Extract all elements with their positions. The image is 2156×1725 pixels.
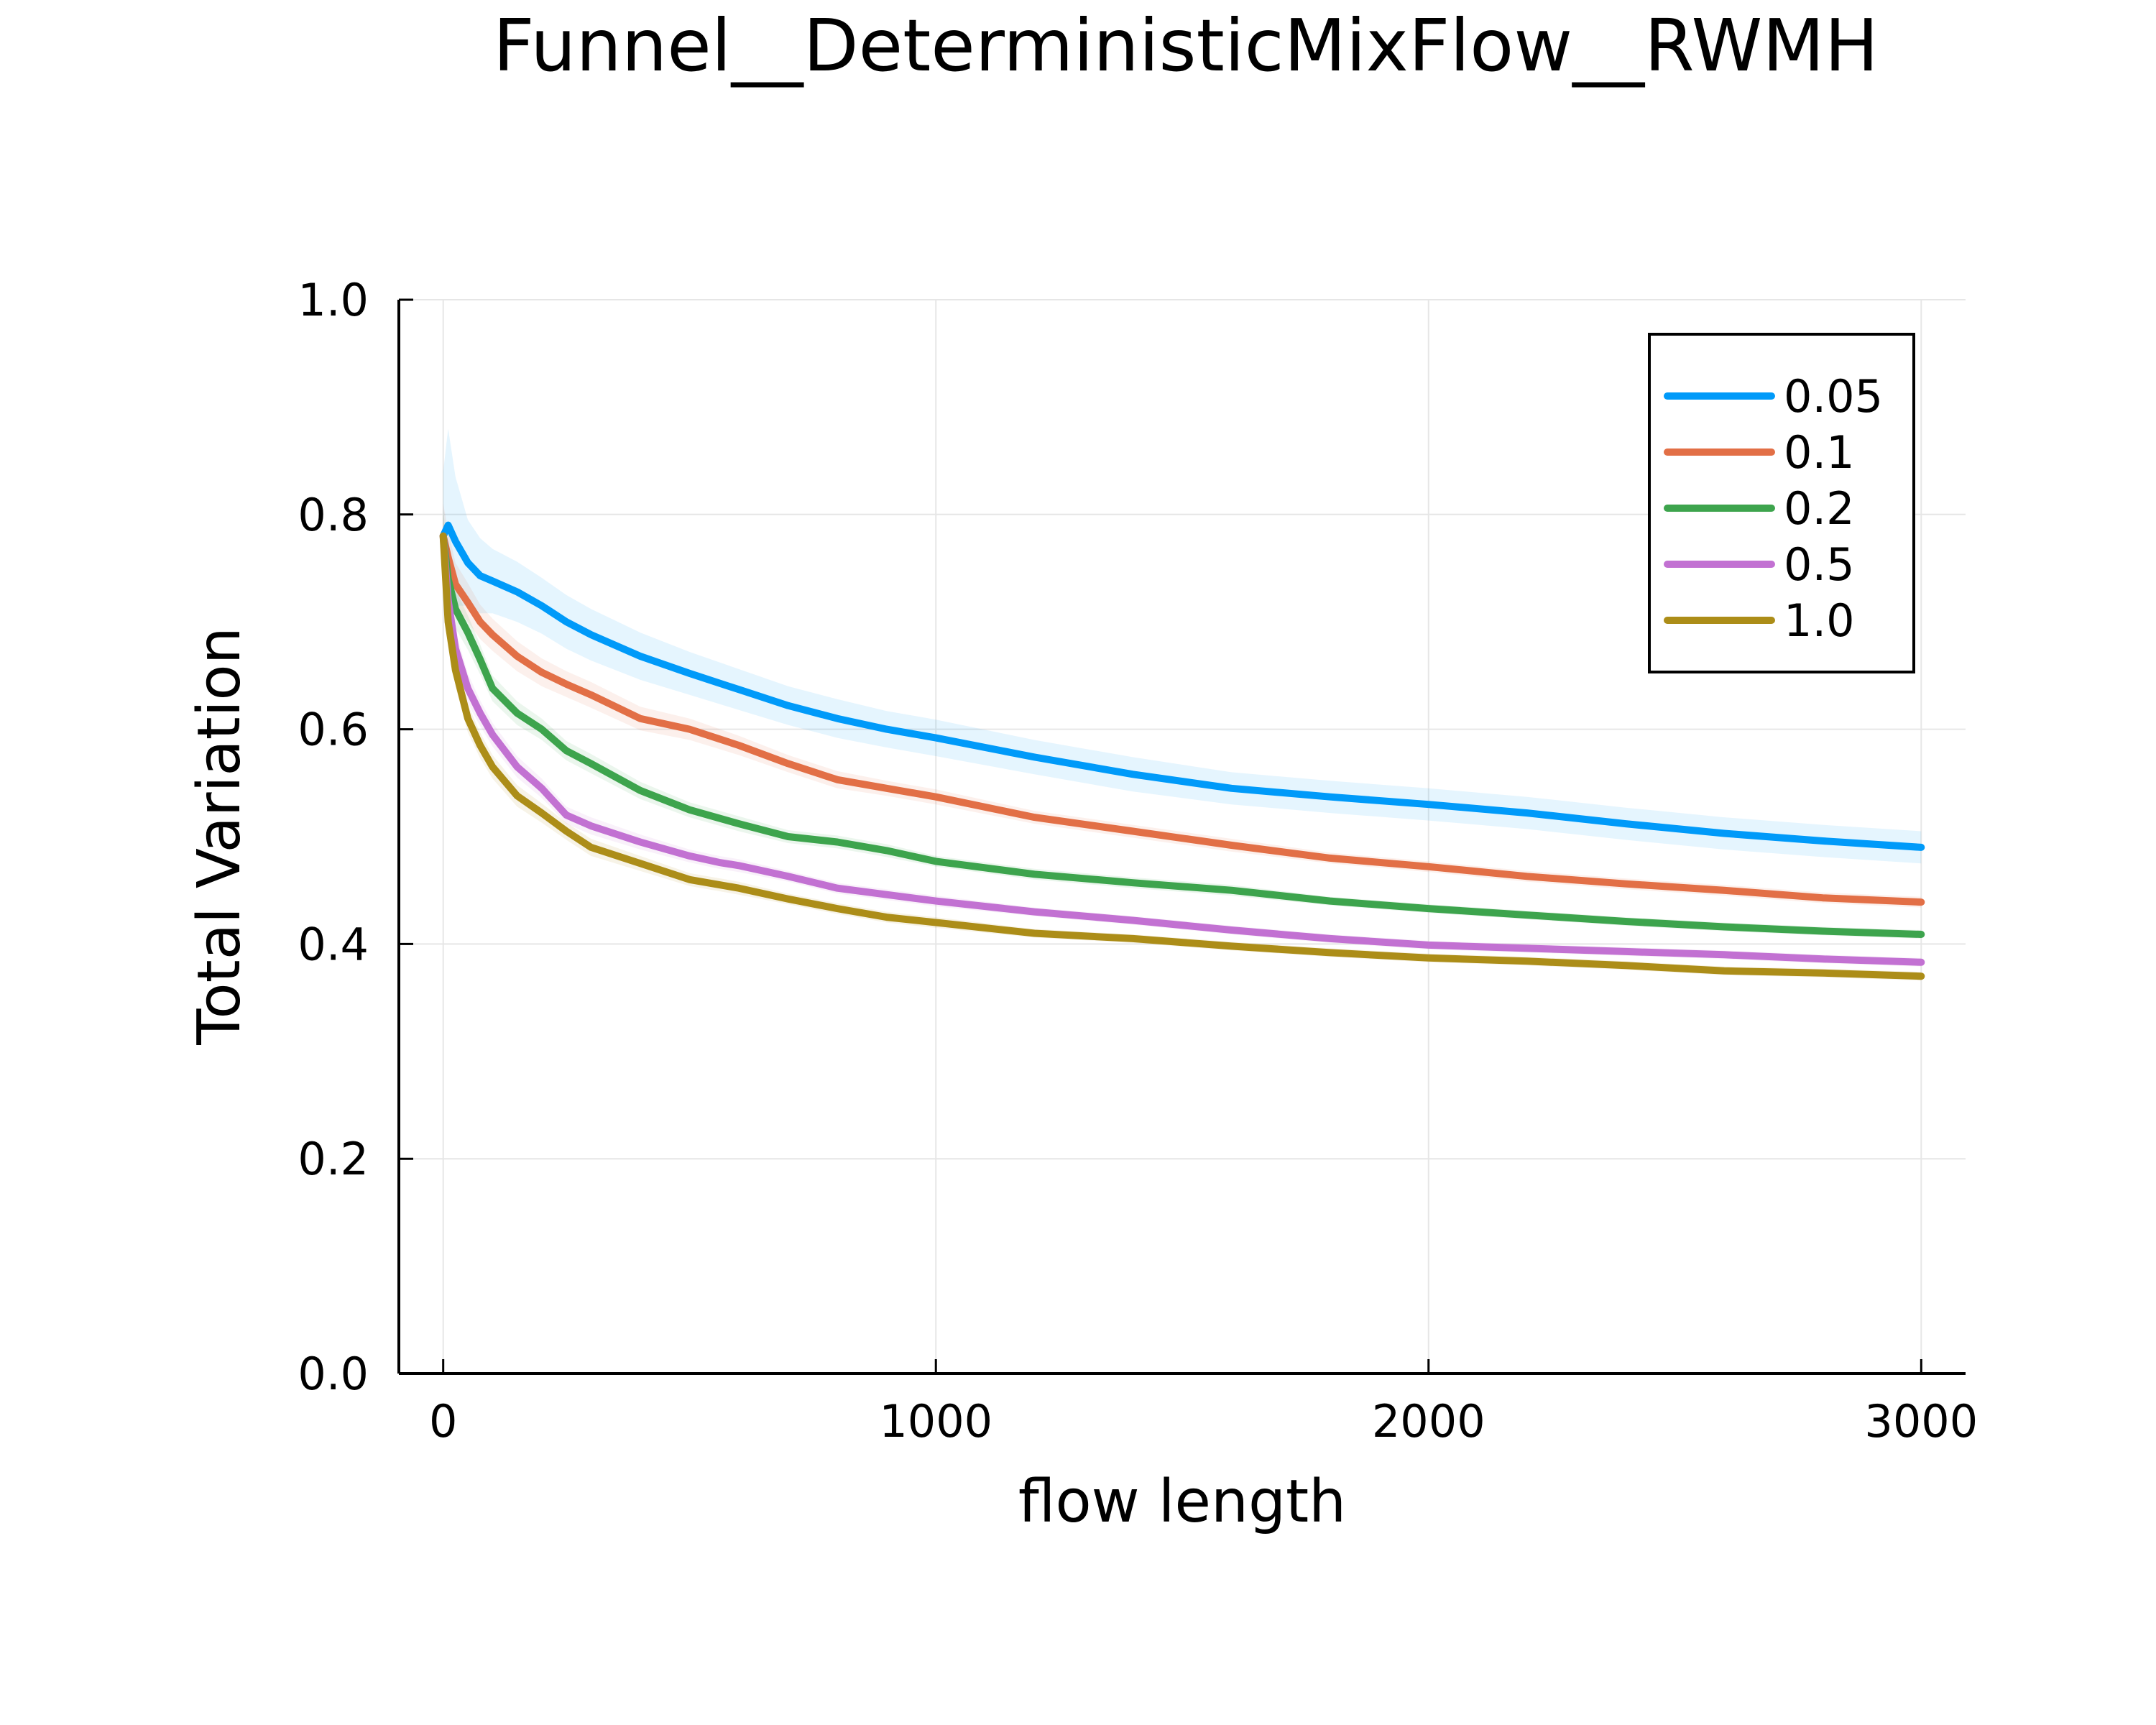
confidence-bands: [443, 428, 1922, 981]
y-tick-label: 0.0: [298, 1348, 369, 1400]
x-tick-label: 0: [429, 1395, 457, 1448]
series-lines: [439, 521, 1925, 980]
y-tick-label: 1.0: [298, 274, 369, 326]
y-tick-label: 0.2: [298, 1133, 369, 1185]
y-tick-label: 0.6: [298, 704, 369, 756]
y-axis-label: Total Variation: [185, 627, 254, 1045]
legend-label-0.1: 0.1: [1784, 426, 1855, 479]
band-0.05: [443, 428, 1922, 864]
series-line-1.0: [439, 532, 1925, 980]
legend-label-0.05: 0.05: [1784, 370, 1883, 423]
series-line-0.2: [439, 532, 1925, 938]
x-axis-ticks: 0 1000 2000 3000: [429, 1359, 1978, 1448]
y-axis-ticks: 0.0 0.2 0.4 0.6 0.8 1.0: [298, 274, 413, 1400]
series-line-0.05: [439, 521, 1925, 851]
legend-label-0.2: 0.2: [1784, 482, 1855, 535]
x-tick-label: 1000: [879, 1395, 992, 1448]
x-tick-label: 3000: [1864, 1395, 1978, 1448]
x-tick-label: 2000: [1372, 1395, 1485, 1448]
y-tick-label: 0.4: [298, 918, 369, 970]
chart-title: Funnel__DeterministicMixFlow__RWMH: [493, 4, 1879, 88]
legend-items: 0.050.10.20.51.0: [1664, 370, 1883, 647]
axes-frame: [397, 300, 1966, 1375]
series-line-0.1: [439, 532, 1925, 906]
legend-label-0.5: 0.5: [1784, 538, 1855, 591]
y-tick-label: 0.8: [298, 489, 369, 541]
legend: 0.050.10.20.51.0: [1648, 333, 1915, 673]
legend-label-1.0: 1.0: [1784, 594, 1855, 647]
legend-box: [1648, 333, 1915, 673]
series-line-0.5: [439, 532, 1925, 966]
x-axis-label: flow length: [1018, 1468, 1346, 1536]
